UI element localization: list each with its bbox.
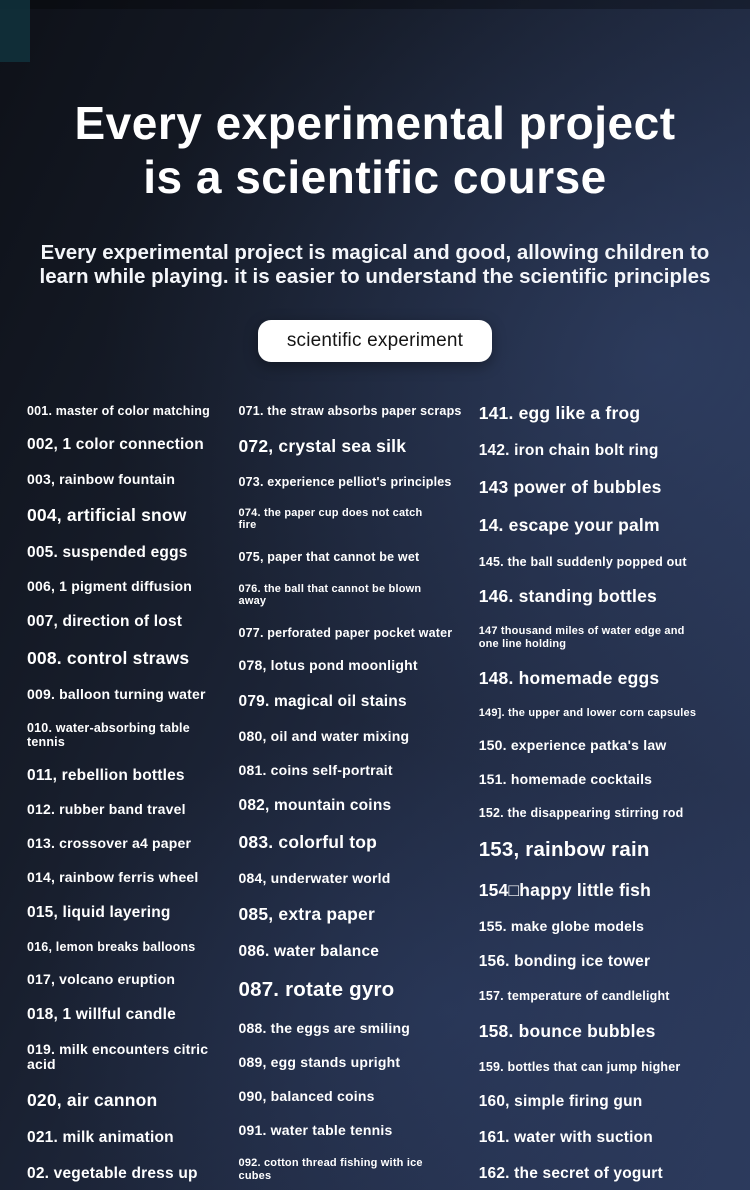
experiment-list-item: 089, egg stands upright <box>238 1053 401 1070</box>
experiment-list-item: 072, crystal sea silk <box>238 435 407 456</box>
experiment-list-item: 012. rubber band travel <box>27 801 186 818</box>
experiment-list-item: 159. bottles that can jump higher <box>478 1060 681 1075</box>
experiment-list-item: 092. cotton thread fishing with ice cube… <box>238 1157 423 1182</box>
page-subtitle-line2: learn while playing. it is easier to und… <box>39 265 711 289</box>
experiment-list-item: 156. bonding ice tower <box>478 953 651 971</box>
scientific-experiment-badge: scientific experiment <box>258 319 492 362</box>
experiment-list-item: 154□happy little fish <box>478 879 652 900</box>
experiment-list-item: 014, rainbow ferris wheel <box>27 869 199 886</box>
experiment-column-2: 071. the straw absorbs paper scraps 072, … <box>239 404 479 1182</box>
experiment-list-item: 162. the secret of yogurt <box>478 1164 663 1182</box>
experiment-list-item: 002, 1 color connection <box>27 436 204 454</box>
experiment-list-item: 087. rotate gyro <box>238 978 395 1002</box>
experiment-list-item: 143 power of bubbles <box>478 477 662 498</box>
experiment-column-1: 001. master of color matching 002, 1 colo… <box>27 404 239 1182</box>
page-subtitle: Every experimental project is magical an… <box>0 241 750 290</box>
experiment-list-item: 158. bounce bubbles <box>478 1020 656 1041</box>
experiment-list-item: 088. the eggs are smiling <box>238 1019 411 1036</box>
experiment-list: 001. master of color matching 002, 1 colo… <box>27 403 744 1182</box>
experiment-list-item: 082, mountain coins <box>238 796 392 814</box>
experiment-list-item: 152. the disappearing stirring rod <box>478 806 684 821</box>
scientific-experiment-badge-label: scientific experiment <box>286 329 464 351</box>
experiment-list-item: 153, rainbow rain <box>478 838 650 862</box>
page-title-line1: Every experimental project <box>74 97 676 149</box>
experiment-list-item: 018, 1 willful candle <box>27 1005 176 1023</box>
experiment-list-item: 021. milk animation <box>27 1128 174 1146</box>
experiment-list-item: 081. coins self-portrait <box>238 761 393 778</box>
experiment-list-item: 073. experience pelliot's principles <box>238 474 452 489</box>
experiment-list-item: 141. egg like a frog <box>478 403 641 423</box>
experiment-list-item: 145. the ball suddenly popped out <box>478 554 687 569</box>
experiment-list-item: 079. magical oil stains <box>238 692 407 710</box>
experiment-list-item: 019. milk encounters citric acid <box>27 1040 209 1073</box>
experiment-list-item: 020, air cannon <box>27 1090 158 1111</box>
experiment-list-item: 146. standing bottles <box>478 586 657 607</box>
experiment-list-item: 085, extra paper <box>238 904 375 925</box>
experiment-list-item: 02. vegetable dress up <box>27 1164 198 1182</box>
experiment-list-item: 005. suspended eggs <box>27 543 188 561</box>
experiment-list-item: 161. water with suction <box>478 1128 653 1146</box>
experiment-list-item: 004, artificial snow <box>27 504 187 525</box>
experiment-list-item: 001. master of color matching <box>27 404 210 418</box>
experiment-list-item: 007, direction of lost <box>27 613 183 631</box>
experiment-list-item: 150. experience patka's law <box>478 736 667 753</box>
experiment-column-3: 141. egg like a frog 142. iron chain bolt… <box>478 403 744 1182</box>
experiment-list-item: 091. water table tennis <box>238 1122 393 1139</box>
page-title: Every experimental project is a scientif… <box>0 0 750 205</box>
experiment-list-item: 003, rainbow fountain <box>27 470 176 487</box>
experiment-list-item: 011, rebellion bottles <box>27 766 185 784</box>
experiment-list-item: 015, liquid layering <box>27 904 171 922</box>
experiment-list-item: 160, simple firing gun <box>478 1092 643 1110</box>
experiment-list-item: 084, underwater world <box>238 869 391 886</box>
experiment-list-item: 017, volcano eruption <box>27 971 176 988</box>
experiment-list-item: 013. crossover a4 paper <box>27 835 192 852</box>
experiment-list-item: 008. control straws <box>27 647 190 668</box>
experiment-list-item: 090, balanced coins <box>238 1087 375 1104</box>
corner-accent-decoration <box>0 0 30 62</box>
experiment-list-item: 006, 1 pigment diffusion <box>27 578 193 595</box>
page-title-line2: is a scientific course <box>143 151 607 204</box>
experiment-list-item: 151. homemade cocktails <box>478 771 653 788</box>
experiment-list-item: 010. water-absorbing table tennis <box>27 720 190 749</box>
experiment-list-item: 147 thousand miles of water edge and one… <box>478 625 685 650</box>
top-band-decoration <box>0 0 750 9</box>
experiment-list-item: 009. balloon turning water <box>27 685 206 702</box>
experiment-list-item: 142. iron chain bolt ring <box>478 442 659 460</box>
experiment-list-item: 074. the paper cup does not catch fire <box>238 507 423 532</box>
experiment-list-item: 076. the ball that cannot be blown away <box>238 582 422 608</box>
experiment-list-item: 078, lotus pond moonlight <box>238 657 418 674</box>
experiment-list-item: 075, paper that cannot be wet <box>238 550 420 565</box>
experiment-list-item: 148. homemade eggs <box>478 667 660 688</box>
experiment-list-item: 016, lemon breaks balloons <box>27 939 196 954</box>
experiment-list-item: 149]. the upper and lower corn capsules <box>478 706 697 719</box>
experiment-list-item: 155. make globe models <box>478 917 645 934</box>
experiment-list-item: 14. escape your palm <box>478 515 660 536</box>
experiment-list-item: 080, oil and water mixing <box>238 727 410 744</box>
experiment-list-item: 086. water balance <box>238 943 380 961</box>
page-subtitle-line1: Every experimental project is magical an… <box>40 240 710 264</box>
experiment-list-item: 157. temperature of candlelight <box>478 989 670 1004</box>
experiment-list-item: 071. the straw absorbs paper scraps <box>238 404 462 418</box>
experiment-list-item: 077. perforated paper pocket water <box>238 625 453 640</box>
experiment-list-item: 083. colorful top <box>238 831 378 852</box>
